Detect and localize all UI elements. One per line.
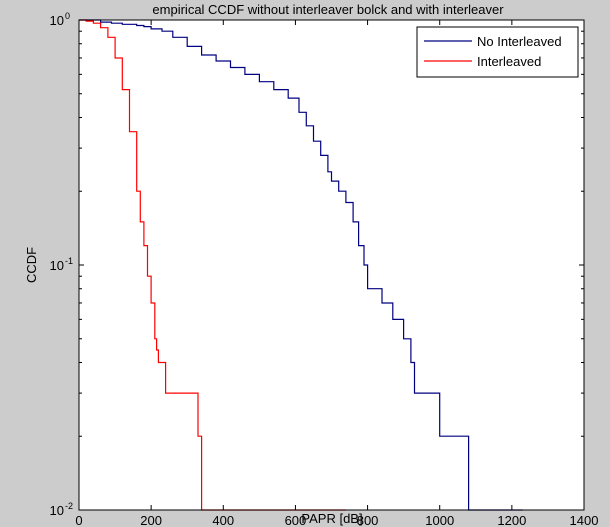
legend-label-1: No Interleaved xyxy=(477,34,562,49)
y-axis-label: CCDF xyxy=(24,247,39,283)
x-tick-label: 0 xyxy=(75,513,82,527)
series-line-2 xyxy=(79,19,346,511)
x-tick-label: 1200 xyxy=(497,513,526,527)
y-tick-label: 10 xyxy=(50,13,64,28)
x-tick-label: 600 xyxy=(285,513,307,527)
series-layer xyxy=(79,19,523,511)
x-tick-label: 1400 xyxy=(570,513,599,527)
x-tick-label: 200 xyxy=(140,513,162,527)
y-tick-label-exponent: -1 xyxy=(65,256,73,266)
x-tick-label: 1000 xyxy=(425,513,454,527)
plot-area xyxy=(79,20,584,510)
series-line-1 xyxy=(79,19,523,511)
x-tick-label: 400 xyxy=(212,513,234,527)
legend: No Interleaved Interleaved xyxy=(416,26,579,78)
x-tick-label: 800 xyxy=(357,513,379,527)
legend-box xyxy=(416,26,579,78)
chart-title: empirical CCDF without interleaver bolck… xyxy=(152,2,504,17)
y-tick-label: 10 xyxy=(50,258,64,273)
y-tick-label-exponent: 0 xyxy=(65,11,70,21)
legend-label-2: Interleaved xyxy=(477,54,541,69)
y-tick-label-exponent: -2 xyxy=(65,501,73,511)
x-axis-label: PAPR [dB] xyxy=(301,511,362,526)
y-tick-label: 10 xyxy=(50,503,64,518)
